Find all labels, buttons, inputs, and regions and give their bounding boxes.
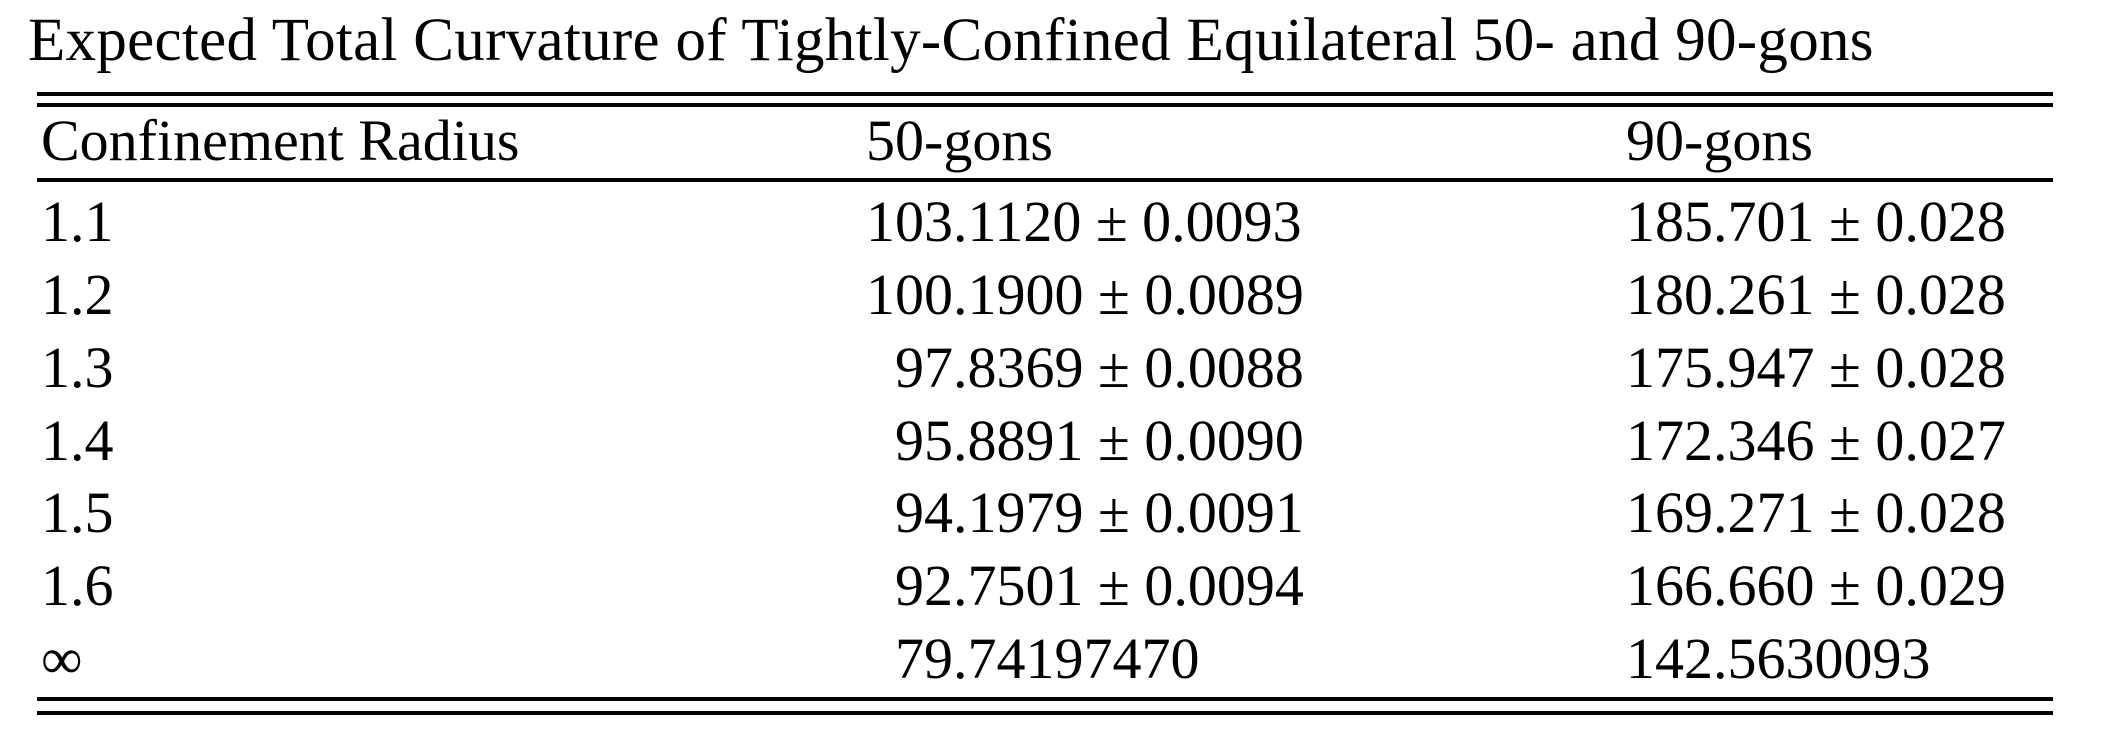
gons90-cell: 185.701 ± 0.028: [1626, 189, 2006, 255]
header-rule: [37, 178, 2053, 182]
table-header-row: Confinement Radius 50-gons 90-gons: [37, 106, 2053, 176]
gons90-cell: 180.261 ± 0.028: [1626, 262, 2006, 328]
gons50-cell: 79.74197470: [895, 625, 1200, 691]
table-body: 1.1 103.1120 ± 0.0093 185.701 ± 0.028 1.2 10…: [37, 186, 2053, 695]
gons90-cell: 169.271 ± 0.028: [1626, 480, 2006, 546]
confinement-radius-cell: 1.3: [41, 334, 114, 400]
gons50-cell: 94.1979 ± 0.0091: [895, 480, 1304, 546]
table-row: ∞ 79.74197470 142.5630093: [37, 622, 2053, 695]
gons90-cell: 142.5630093: [1626, 625, 1931, 691]
confinement-radius-cell: 1.1: [41, 189, 114, 255]
confinement-radius-cell: 1.6: [41, 552, 114, 618]
table-header: Confinement Radius 50-gons 90-gons: [37, 106, 2053, 176]
column-header-90-gons: 90-gons: [1626, 108, 1813, 173]
gons90-cell: 172.346 ± 0.027: [1626, 407, 2006, 473]
table-row: 1.3 97.8369 ± 0.0088 175.947 ± 0.028: [37, 331, 2053, 404]
double-rule-top: [37, 92, 2053, 107]
gons50-cell: 103.1120 ± 0.0093: [866, 189, 1302, 255]
double-rule-bottom: [37, 697, 2053, 715]
gons50-cell: 95.8891 ± 0.0090: [895, 407, 1304, 473]
table-title: Expected Total Curvature of Tightly-Conf…: [28, 7, 1874, 74]
gons50-cell: 92.7501 ± 0.0094: [895, 552, 1304, 618]
column-header-confinement-radius: Confinement Radius: [41, 108, 520, 173]
table-row: 1.6 92.7501 ± 0.0094 166.660 ± 0.029: [37, 550, 2053, 623]
confinement-radius-cell: 1.4: [41, 407, 114, 473]
confinement-radius-cell: 1.5: [41, 480, 114, 546]
gons90-cell: 166.660 ± 0.029: [1626, 552, 2006, 618]
gons50-cell: 100.1900 ± 0.0089: [866, 262, 1304, 328]
gons50-cell: 97.8369 ± 0.0088: [895, 334, 1304, 400]
confinement-radius-cell: 1.2: [41, 262, 114, 328]
confinement-radius-cell: ∞: [41, 625, 83, 691]
table-row: 1.4 95.8891 ± 0.0090 172.346 ± 0.027: [37, 404, 2053, 477]
table-row: 1.1 103.1120 ± 0.0093 185.701 ± 0.028: [37, 186, 2053, 259]
column-header-50-gons: 50-gons: [866, 108, 1053, 173]
gons90-cell: 175.947 ± 0.028: [1626, 334, 2006, 400]
table-row: 1.2 100.1900 ± 0.0089 180.261 ± 0.028: [37, 259, 2053, 332]
table-row: 1.5 94.1979 ± 0.0091 169.271 ± 0.028: [37, 477, 2053, 550]
